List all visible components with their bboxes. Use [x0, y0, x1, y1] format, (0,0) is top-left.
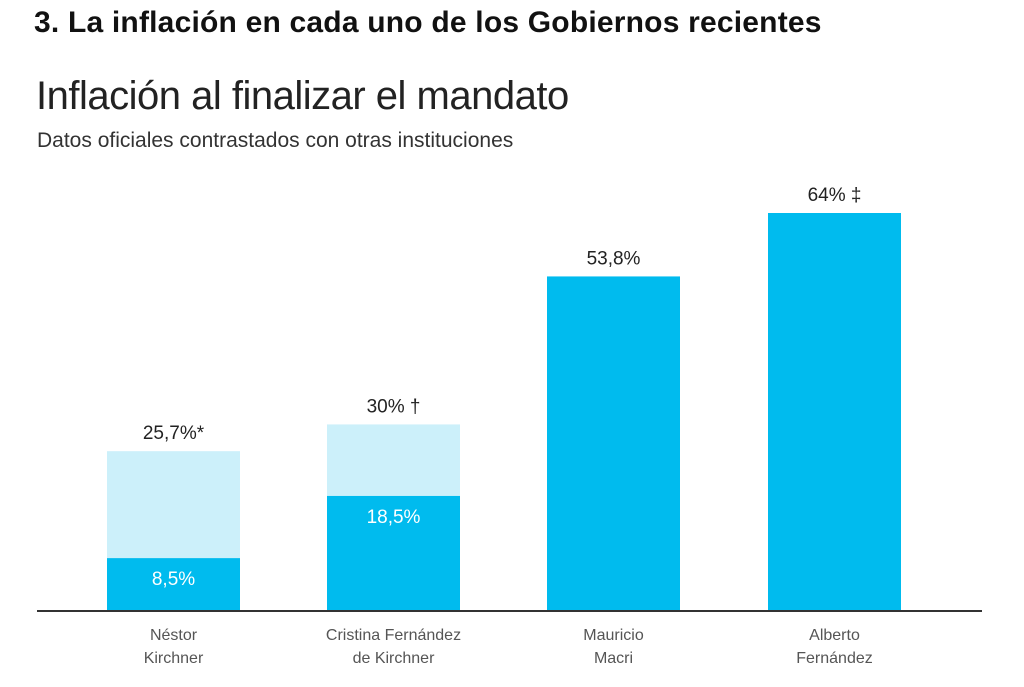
- bars-group: [107, 213, 901, 611]
- value-label-2: 30% †: [367, 396, 421, 417]
- bar-primary-3: [547, 276, 680, 611]
- category-label-1-line-2: Kirchner: [144, 650, 204, 667]
- category-label-3-line-1: Mauricio: [583, 627, 644, 644]
- category-label-4-line-2: Fernández: [796, 650, 873, 667]
- chart-subtitle: Datos oficiales contrastados con otras i…: [37, 129, 514, 152]
- section-title: 3. La inflación en cada uno de los Gobie…: [34, 6, 822, 39]
- category-label-3-line-2: Macri: [594, 650, 633, 667]
- category-label-2-line-1: Cristina Fernández: [326, 627, 461, 644]
- value-label-1: 25,7%*: [143, 423, 205, 444]
- category-label-4-line-1: Alberto: [809, 627, 860, 644]
- value-label-4: 64% ‡: [808, 185, 862, 206]
- bar-primary-4: [768, 213, 901, 611]
- chart-title: Inflación al finalizar el mandato: [36, 74, 569, 118]
- labels-group: 25,7%* 8,5% Néstor Kirchner 30% † 18,5% Cristi…: [143, 185, 873, 667]
- inner-value-label-1: 8,5%: [152, 569, 195, 590]
- value-label-3: 53,8%: [587, 248, 641, 269]
- inner-value-label-2: 18,5%: [367, 507, 421, 528]
- bar-primary-1: [107, 558, 240, 611]
- category-label-1-line-1: Néstor: [150, 627, 198, 644]
- category-label-2-line-2: de Kirchner: [353, 650, 435, 667]
- bar-primary-2: [327, 495, 460, 611]
